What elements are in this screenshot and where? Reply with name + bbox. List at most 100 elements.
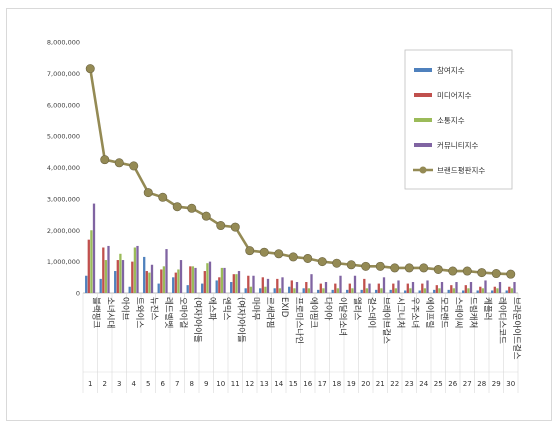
x-rank-label: 30 [506,380,515,388]
line-point [303,253,313,263]
x-category-label: EXID [279,297,289,318]
bar-소통지수 [409,288,412,293]
bar-소통지수 [351,288,354,293]
line-point [143,188,153,198]
x-rank-label: 3 [117,380,121,388]
x-rank-label: 17 [318,380,327,388]
x-rank-label: 26 [448,380,457,388]
bar-소통지수 [496,288,499,293]
y-tick-label: 1,000,000 [47,258,80,266]
bars [85,203,516,293]
bar-미디어지수 [450,285,453,293]
y-tick-label: 4,000,000 [47,164,80,172]
axes: 0 1,000,000 2,000,000 3,000,000 4,000,000 5,0… [47,39,519,393]
bar-참여지수 [447,289,450,293]
bar-참여지수 [259,288,262,293]
y-tick-label: 0 [76,290,80,298]
bar-커뮤니티지수 [382,277,386,293]
bar-참여지수 [462,290,465,293]
x-category-label: 레이디스코드 [496,297,507,344]
bar-소통지수 [133,247,137,293]
x-category-label: 시그니처 [395,297,406,328]
bar-커뮤니티지수 [194,267,197,293]
bar-소통지수 [452,288,456,293]
x-category-label: 엔믹스 [221,297,232,321]
bar-참여지수 [476,290,479,293]
x-rank-label: 5 [146,380,150,388]
bar-커뮤니티지수 [484,280,487,293]
x-rank-label: 27 [463,380,472,388]
bar-미디어지수 [305,282,308,293]
x-rank-label: 29 [492,380,501,388]
x-category-label: 트와이스 [134,297,145,328]
bar-미디어지수 [464,285,467,293]
x-category-label: 블랙핑크 [90,297,101,328]
bar-미디어지수 [247,275,250,293]
x-rank-label: 13 [260,380,269,388]
line-point [230,222,240,232]
line-point [288,252,298,262]
bar-미디어지수 [334,283,337,293]
x-rank-label: 28 [477,380,486,388]
bar-커뮤니티지수 [440,282,444,293]
bar-참여지수 [128,286,131,293]
bar-참여지수 [360,289,363,293]
x-category-label: 브라운아이드걸스 [511,297,522,360]
bar-참여지수 [404,290,407,293]
bar-소통지수 [438,288,441,293]
bar-소통지수 [365,288,369,293]
legend-swatch [414,68,432,72]
bar-참여지수 [85,275,88,293]
x-category-label: 프로미스나인 [293,297,304,344]
x-category-label: 케플러 [482,297,492,320]
x-rank-label: 19 [347,380,356,388]
x-rank-label: 9 [204,380,208,388]
line-point [259,247,269,257]
bar-소통지수 [220,267,224,293]
bar-미디어지수 [363,278,366,293]
bar-참여지수 [346,289,349,293]
bar-소통지수 [481,288,485,293]
bar-참여지수 [302,288,305,293]
bar-소통지수 [148,272,151,293]
line-point [216,221,226,231]
bar-미디어지수 [203,271,206,293]
x-rank-label: 24 [419,380,428,388]
x-rank-label: 23 [405,380,414,388]
x-rank-label: 22 [390,380,399,388]
bar-미디어지수 [145,271,148,293]
bar-커뮤니티지수 [339,275,342,293]
line-point [158,192,168,202]
x-category-label: 에이프릴 [424,297,435,328]
x-rank-label: 6 [161,380,166,388]
line-series [85,64,516,279]
bar-미디어지수 [232,274,235,293]
bar-커뮤니티지수 [310,274,313,293]
bar-커뮤니티지수 [469,282,473,293]
bar-커뮤니티지수 [121,260,125,293]
chart-frame: 0 1,000,000 2,000,000 3,000,000 4,000,000 5,0… [6,8,552,421]
legend-label: 미디어지수 [437,90,472,100]
bar-참여지수 [201,283,204,293]
x-category-label: 브레이브걸스 [380,297,391,344]
bar-미디어지수 [392,283,395,293]
x-category-label: 다이아 [322,297,333,321]
bar-커뮤니티지수 [513,282,516,293]
line-point [433,264,443,274]
bar-커뮤니티지수 [295,282,299,293]
x-rank-label: 14 [274,380,283,388]
bar-커뮤니티지수 [150,264,154,293]
bar-참여지수 [230,282,233,293]
bar-커뮤니티지수 [266,278,270,293]
bar-미디어지수 [493,286,496,293]
bar-소통지수 [162,266,166,293]
bar-소통지수 [278,288,282,293]
line-point [361,261,371,271]
legend-label: 소통지수 [437,116,465,125]
legend-swatch [414,93,432,97]
bar-커뮤니티지수 [368,283,371,293]
bar-참여지수 [172,277,175,293]
line-point [448,266,458,276]
bar-미디어지수 [218,277,221,293]
line-point [274,249,284,259]
